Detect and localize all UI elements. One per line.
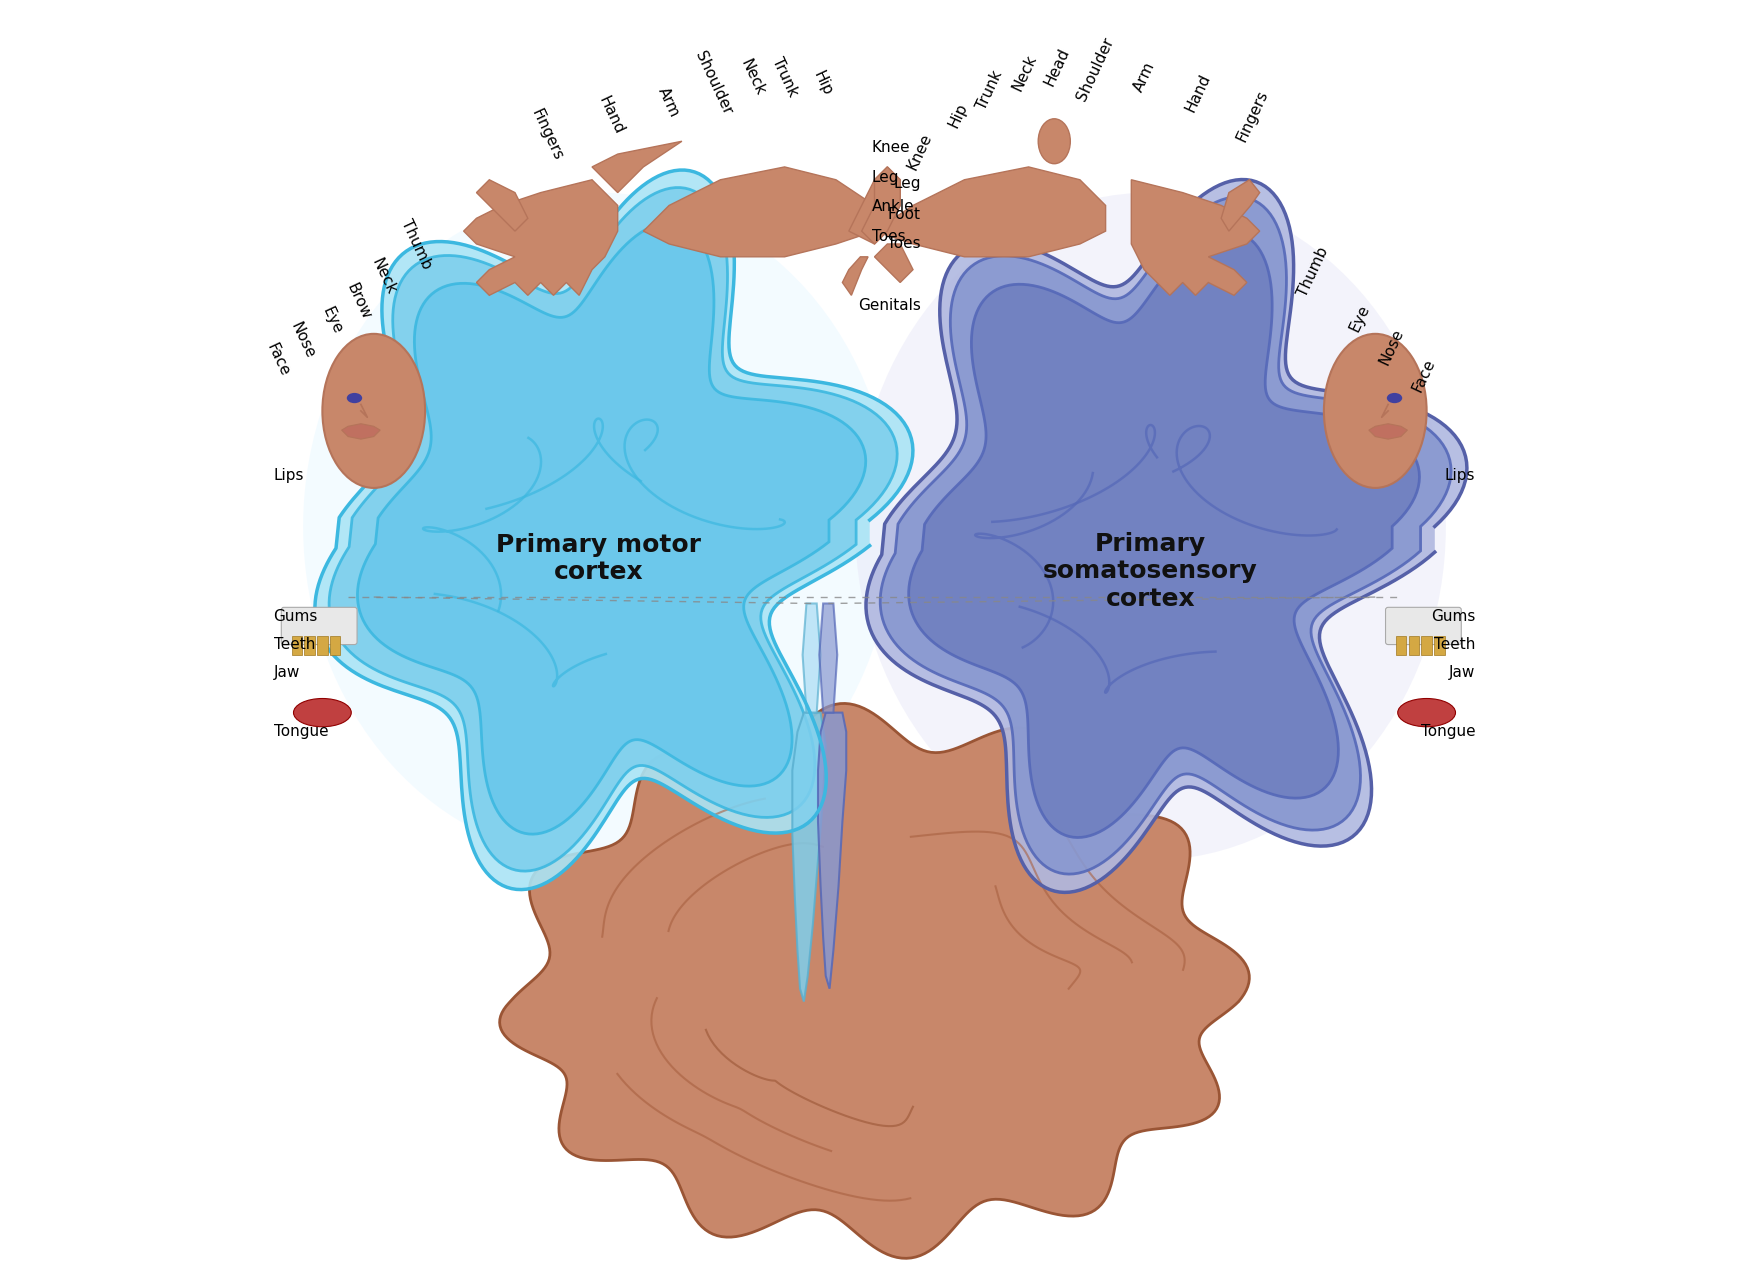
Text: Primary motor
cortex: Primary motor cortex	[496, 533, 701, 584]
Text: Lips: Lips	[273, 467, 304, 483]
Ellipse shape	[302, 193, 893, 860]
Polygon shape	[643, 167, 874, 257]
Text: Eye: Eye	[1346, 303, 1372, 334]
Polygon shape	[463, 180, 617, 295]
Text: Hip: Hip	[811, 69, 836, 98]
Polygon shape	[848, 167, 900, 244]
Polygon shape	[843, 257, 867, 295]
Polygon shape	[879, 196, 1451, 874]
Text: Knee: Knee	[872, 140, 911, 155]
Text: Foot: Foot	[888, 207, 919, 222]
Text: Tongue: Tongue	[1419, 724, 1475, 740]
Text: Nose: Nose	[288, 320, 318, 361]
Bar	[1421, 636, 1432, 655]
Polygon shape	[818, 713, 846, 989]
Ellipse shape	[346, 393, 362, 403]
Bar	[316, 636, 327, 655]
Polygon shape	[865, 180, 1467, 892]
Text: Face: Face	[1409, 356, 1437, 394]
Text: Thumb: Thumb	[1295, 245, 1330, 299]
Polygon shape	[874, 244, 912, 282]
Ellipse shape	[294, 698, 351, 727]
Text: Head: Head	[1042, 45, 1072, 89]
Text: Leg: Leg	[872, 169, 898, 185]
FancyBboxPatch shape	[281, 607, 357, 645]
Ellipse shape	[1386, 393, 1402, 403]
Bar	[292, 636, 302, 655]
Text: Jaw: Jaw	[1447, 665, 1475, 681]
Text: Hand: Hand	[1182, 71, 1213, 114]
Polygon shape	[874, 167, 1105, 257]
Text: Hand: Hand	[596, 94, 626, 137]
Polygon shape	[818, 603, 837, 713]
Ellipse shape	[1038, 119, 1070, 164]
Text: Thumb: Thumb	[399, 217, 434, 271]
Ellipse shape	[855, 193, 1446, 860]
Polygon shape	[329, 187, 897, 871]
Text: Fingers: Fingers	[1232, 87, 1269, 144]
Text: Genitals: Genitals	[857, 298, 919, 313]
Polygon shape	[909, 231, 1419, 837]
Polygon shape	[862, 167, 900, 244]
Text: Shoulder: Shoulder	[1073, 35, 1115, 104]
Text: Arm: Arm	[1129, 59, 1157, 95]
FancyBboxPatch shape	[1384, 607, 1460, 645]
Polygon shape	[591, 141, 682, 193]
Polygon shape	[341, 424, 379, 439]
Bar	[1395, 636, 1405, 655]
Text: Primary
somatosensory
cortex: Primary somatosensory cortex	[1042, 532, 1257, 611]
Text: Brow: Brow	[343, 281, 372, 322]
Text: Neck: Neck	[738, 56, 767, 98]
Polygon shape	[500, 704, 1248, 1258]
Text: Leg: Leg	[893, 176, 919, 191]
Bar	[330, 636, 341, 655]
Polygon shape	[802, 603, 820, 713]
Text: Hip: Hip	[946, 101, 970, 130]
Text: Eye: Eye	[320, 306, 344, 336]
Text: Shoulder: Shoulder	[692, 49, 734, 118]
Polygon shape	[1220, 180, 1259, 231]
Bar	[304, 636, 315, 655]
Polygon shape	[1131, 180, 1259, 295]
Text: Neck: Neck	[1009, 53, 1038, 94]
Text: Trunk: Trunk	[769, 55, 801, 99]
Text: Ankle: Ankle	[872, 199, 914, 214]
Text: Trunk: Trunk	[974, 68, 1005, 112]
Text: Nose: Nose	[1376, 326, 1405, 367]
Text: Teeth: Teeth	[1433, 637, 1475, 652]
Polygon shape	[475, 180, 528, 231]
Text: Tongue: Tongue	[273, 724, 329, 740]
Polygon shape	[357, 222, 865, 835]
Polygon shape	[792, 713, 825, 1002]
Text: Gums: Gums	[273, 609, 318, 624]
Ellipse shape	[1323, 334, 1426, 488]
Text: Lips: Lips	[1444, 467, 1475, 483]
Text: Knee: Knee	[904, 131, 933, 172]
Text: Fingers: Fingers	[528, 107, 565, 163]
Text: Face: Face	[264, 340, 292, 379]
Polygon shape	[1369, 424, 1407, 439]
Text: Arm: Arm	[656, 85, 682, 121]
Text: Toes: Toes	[872, 229, 905, 244]
Text: Neck: Neck	[369, 256, 399, 297]
Text: Gums: Gums	[1430, 609, 1475, 624]
Bar	[1433, 636, 1444, 655]
Text: Jaw: Jaw	[273, 665, 301, 681]
Bar	[1407, 636, 1418, 655]
Ellipse shape	[1397, 698, 1454, 727]
Text: Teeth: Teeth	[273, 637, 315, 652]
Ellipse shape	[322, 334, 425, 488]
Text: Toes: Toes	[886, 236, 919, 252]
Polygon shape	[315, 169, 912, 890]
